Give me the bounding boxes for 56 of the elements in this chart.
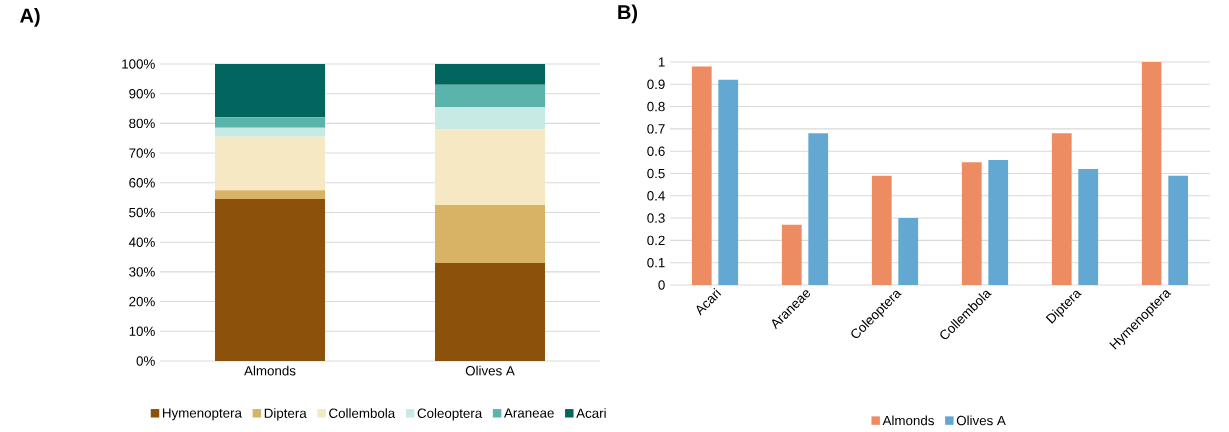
y-tick-label: 0.2: [647, 235, 665, 245]
y-tick-label: 90%: [129, 88, 155, 99]
y-tick-label: 0: [658, 280, 665, 290]
legend-label: Collembola: [329, 407, 396, 418]
y-tick-label: 0.1: [647, 257, 665, 268]
bar: [215, 136, 326, 190]
bar: [961, 162, 982, 285]
bar: [781, 224, 802, 285]
y-tick-label: 0.6: [647, 146, 665, 156]
y-tick-label: 0.7: [647, 123, 665, 134]
legend-label: Almonds: [882, 415, 934, 426]
bar: [808, 133, 829, 285]
y-tick-label: 30%: [129, 266, 155, 277]
bar: [898, 217, 919, 285]
legend-label: Diptera: [264, 407, 307, 421]
bar: [1078, 168, 1099, 285]
legend-label: Acari: [576, 407, 606, 418]
chart-title: B): [618, 4, 638, 23]
bar: [988, 159, 1009, 285]
y-tick-label: 1: [658, 57, 665, 67]
y-tick-label: 0.4: [647, 190, 665, 201]
bar: [215, 117, 326, 128]
y-tick-label: 0.9: [647, 79, 665, 89]
y-tick-label: 0.8: [647, 101, 665, 112]
legend-label: Olives A: [956, 415, 1006, 426]
legend-label: Hymenoptera: [162, 408, 242, 421]
y-tick-label: 0.5: [647, 168, 665, 178]
legend-label: Araneae: [504, 408, 554, 418]
bar: [435, 106, 546, 130]
bar: [1141, 61, 1162, 285]
bar: [215, 63, 326, 118]
bar: [435, 262, 546, 361]
bar: [435, 129, 546, 205]
y-tick-label: 0%: [136, 356, 155, 366]
bar: [718, 79, 739, 285]
y-tick-label: 40%: [128, 237, 155, 247]
bar: [1168, 175, 1189, 285]
y-tick-label: 100%: [122, 59, 155, 69]
bar: [215, 198, 326, 361]
y-tick-label: 80%: [129, 118, 155, 128]
y-tick-label: 20%: [129, 296, 155, 307]
bar: [691, 66, 712, 285]
bar: [215, 189, 326, 199]
bar: [435, 204, 546, 263]
bar: [871, 175, 892, 285]
y-tick-label: 10%: [129, 326, 155, 336]
y-tick-label: 0.3: [647, 213, 665, 223]
y-tick-label: 50%: [129, 207, 155, 217]
legend-label: Coleoptera: [417, 407, 483, 421]
bar: [215, 127, 326, 137]
y-tick-label: 70%: [129, 148, 155, 158]
y-tick-label: 60%: [129, 177, 155, 188]
bar: [435, 63, 546, 85]
bar: [435, 84, 546, 107]
chart-title: A): [20, 7, 40, 27]
bar: [1051, 133, 1072, 285]
